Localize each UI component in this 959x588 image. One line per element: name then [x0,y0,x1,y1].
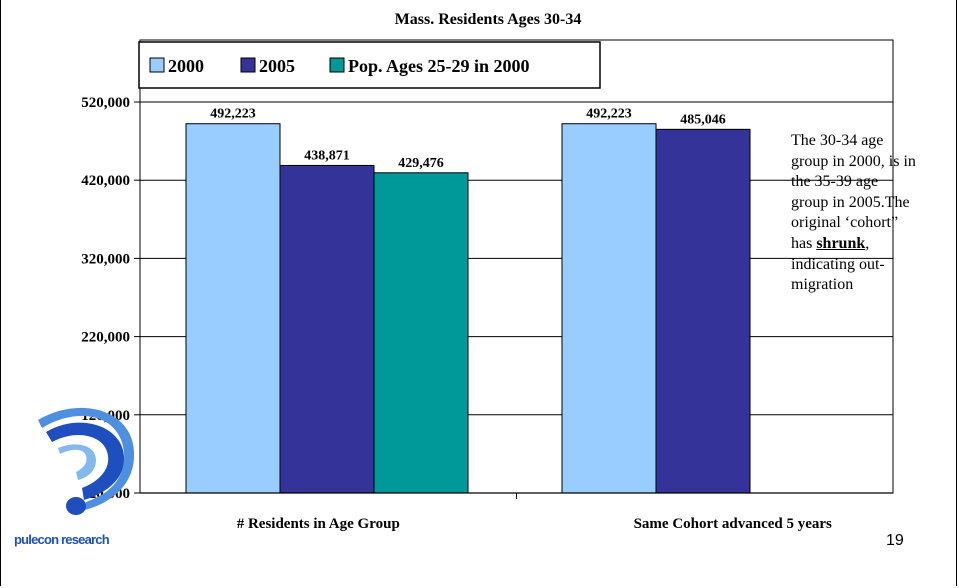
category-label: # Residents in Age Group [237,516,400,532]
data-label: 485,046 [680,112,726,127]
data-label: 492,223 [210,107,256,122]
legend-label: 2005 [259,56,295,76]
bar-2005-0 [279,164,375,494]
data-labels: 492,223 492,223 438,871 485,046 429,476 # Res… [210,107,832,532]
y-tick-label: 520,000 [81,95,130,111]
bar-pop-ages-25-29-in-2000-0 [373,172,469,494]
category-label: Same Cohort advanced 5 years [634,516,832,532]
slide-number: 19 [886,532,904,549]
y-tick-label: 220,000 [81,330,130,346]
chart-title: Mass. Residents Ages 30-34 [395,11,582,28]
data-label: 429,476 [398,156,444,171]
question-mark-logo-icon [38,407,135,515]
legend-box [138,41,601,89]
legend-label: 2000 [168,56,204,76]
legend-label: Pop. Ages 25-29 in 2000 [348,56,530,76]
bar-2000-0 [185,123,281,494]
data-label: 492,223 [586,107,632,122]
logo-text: pulecon research [14,532,110,547]
legend-swatch [329,57,345,73]
legend-swatch [149,57,165,73]
annotation-text-end: , indicating out-migration [791,234,885,294]
bar-2005-1 [655,128,751,494]
bar-2000-1 [561,123,657,494]
annotation-text: The 30-34 age group in 2000, is in the 3… [791,132,916,252]
data-label: 438,871 [304,148,350,163]
legend: 2000 2005 Pop. Ages 25-29 in 2000 [138,41,601,89]
bars [185,123,751,494]
legend-swatch [240,57,256,73]
annotation-note: The 30-34 age group in 2000, is in the 3… [791,131,916,296]
gridlines [139,39,894,494]
y-tick-label: 420,000 [81,173,130,189]
annotation-emphasis: shrunk [816,234,866,252]
y-tick-label: 320,000 [81,251,130,267]
